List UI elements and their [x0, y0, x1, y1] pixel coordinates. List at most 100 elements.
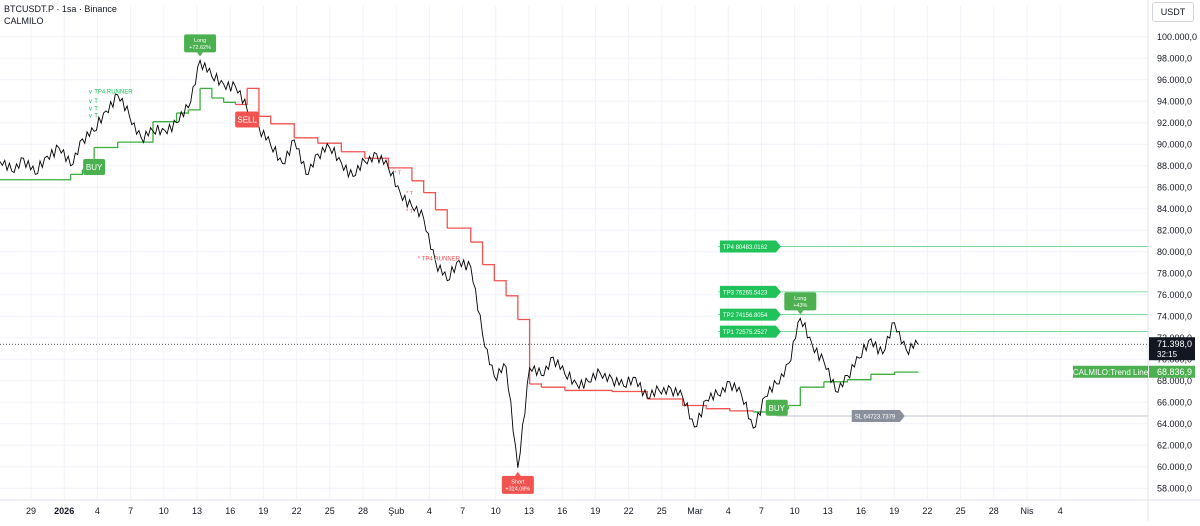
x-tick-label: 16 [557, 506, 567, 516]
trend-segment [847, 374, 871, 379]
tp-marker: ∨ T [88, 106, 98, 112]
trend-segment [224, 102, 236, 104]
trend-segment [706, 409, 730, 411]
indicator-name[interactable]: CALMILO [4, 16, 44, 26]
tp-marker: ∨ T [88, 113, 98, 119]
x-tick-label: 13 [524, 506, 534, 516]
trend-segment [271, 124, 295, 138]
y-tick-label: 94.000,0 [1157, 96, 1192, 106]
trend-segment [200, 88, 212, 98]
trend-segment [71, 170, 83, 174]
x-tick-label: 28 [989, 506, 999, 516]
x-tick-label: 19 [258, 506, 268, 516]
callout-value: +72.62% [189, 45, 211, 51]
buy-signal-label: BUY [86, 163, 103, 172]
y-tick-label: 60.000,0 [1157, 462, 1192, 472]
x-tick-label: Nis [1021, 506, 1034, 516]
y-axis: 58.000,060.000,062.000,064.000,066.000,0… [1073, 0, 1197, 521]
trend-segment [294, 138, 318, 143]
trend-segment [471, 242, 483, 265]
x-tick-label: 7 [460, 506, 465, 516]
y-tick-label: 100.000,0 [1157, 32, 1197, 42]
trend-segment [518, 319, 530, 384]
x-tick-label: 13 [192, 506, 202, 516]
x-tick-label: 7 [128, 506, 133, 516]
candle-countdown: 32:15 [1157, 350, 1178, 359]
trend-segment [435, 210, 447, 228]
y-tick-label: 64.000,0 [1157, 419, 1192, 429]
x-tick-label: 10 [159, 506, 169, 516]
trend-segment [341, 152, 365, 158]
trend-segment [412, 181, 424, 193]
callout-title: Long [194, 38, 206, 44]
tp-level-label: TP4 80483.0162 [723, 245, 768, 251]
x-tick-label: 22 [624, 506, 634, 516]
x-tick-label: 10 [790, 506, 800, 516]
trend-line [0, 88, 918, 412]
x-tick-label: 16 [856, 506, 866, 516]
x-tick-label: 10 [491, 506, 501, 516]
y-tick-label: 76.000,0 [1157, 290, 1192, 300]
gridlines [0, 6, 1148, 499]
tp-marker: * TP4 RUNNER [418, 256, 461, 262]
y-tick-label: 92.000,0 [1157, 118, 1192, 128]
signal-labels: ∨ TP4 RUNNER∨ T∨ T∨ T* TP4 RUNNER* T* T*… [83, 34, 816, 493]
y-tick-label: 82.000,0 [1157, 225, 1192, 235]
x-tick-label: 28 [358, 506, 368, 516]
trend-segment [177, 110, 189, 113]
buy-signal-label: BUY [769, 404, 786, 413]
y-tick-label: 80.000,0 [1157, 247, 1192, 257]
long-callout-pointer [197, 52, 203, 56]
x-tick-label: 25 [657, 506, 667, 516]
trend-segment [0, 174, 71, 179]
last-price-value: 71.398,0 [1157, 339, 1192, 349]
x-tick-label: 22 [922, 506, 932, 516]
y-tick-label: 88.000,0 [1157, 161, 1192, 171]
trend-segment [483, 265, 495, 281]
trend-segment [871, 372, 895, 374]
x-tick-label: 4 [726, 506, 731, 516]
trend-segment [800, 382, 824, 387]
tp-marker: ∨ TP4 RUNNER [88, 90, 133, 96]
symbol-title: BTCUSDT.P · 1sa · Binance [4, 4, 117, 14]
y-tick-label: 66.000,0 [1157, 397, 1192, 407]
callout-title: Long [794, 296, 806, 302]
x-tick-label: 19 [590, 506, 600, 516]
callout-value: +324.08% [505, 486, 530, 492]
tp-level-label: TP3 76265.5423 [723, 290, 768, 296]
trend-segment [541, 387, 565, 390]
x-tick-label: 25 [325, 506, 335, 516]
y-tick-label: 86.000,0 [1157, 182, 1192, 192]
y-tick-label: 84.000,0 [1157, 204, 1192, 214]
y-tick-label: 58.000,0 [1157, 483, 1192, 493]
x-tick-label: Şub [388, 506, 404, 516]
y-tick-label: 96.000,0 [1157, 75, 1192, 85]
x-tick-label: 13 [823, 506, 833, 516]
callout-title: Short [511, 479, 525, 485]
tp-level-label: TP2 74156.8054 [723, 313, 768, 319]
short-callout-pointer [515, 472, 521, 476]
x-tick-label: 4 [427, 506, 432, 516]
x-tick-label: 29 [26, 506, 36, 516]
trend-segment [118, 122, 153, 142]
callout-value: +43% [793, 303, 807, 309]
tp-level-label: TP1 72575.2527 [723, 330, 768, 336]
x-tick-label: 4 [1058, 506, 1063, 516]
y-tick-label: 98.000,0 [1157, 53, 1192, 63]
trend-name-label: CALMILO:Trend Line [1073, 368, 1149, 377]
x-tick-label: 2026 [54, 506, 74, 516]
sell-tp-marker: * T [406, 191, 414, 197]
tp-marker: ∨ T [88, 99, 98, 105]
y-tick-label: 74.000,0 [1157, 311, 1192, 321]
tp-sl-levels: TP4 80483.0162 TP3 76265.5423 TP2 74156.80… [0, 241, 1148, 422]
long-callout-pointer [797, 310, 803, 314]
trend-segment [730, 411, 754, 412]
x-tick-label: 16 [225, 506, 235, 516]
trend-value-label: 68.836,9 [1157, 367, 1192, 377]
sell-signal-label: SELL [237, 116, 257, 125]
trend-segment [188, 88, 200, 110]
currency-button[interactable]: USDT [1152, 2, 1194, 22]
